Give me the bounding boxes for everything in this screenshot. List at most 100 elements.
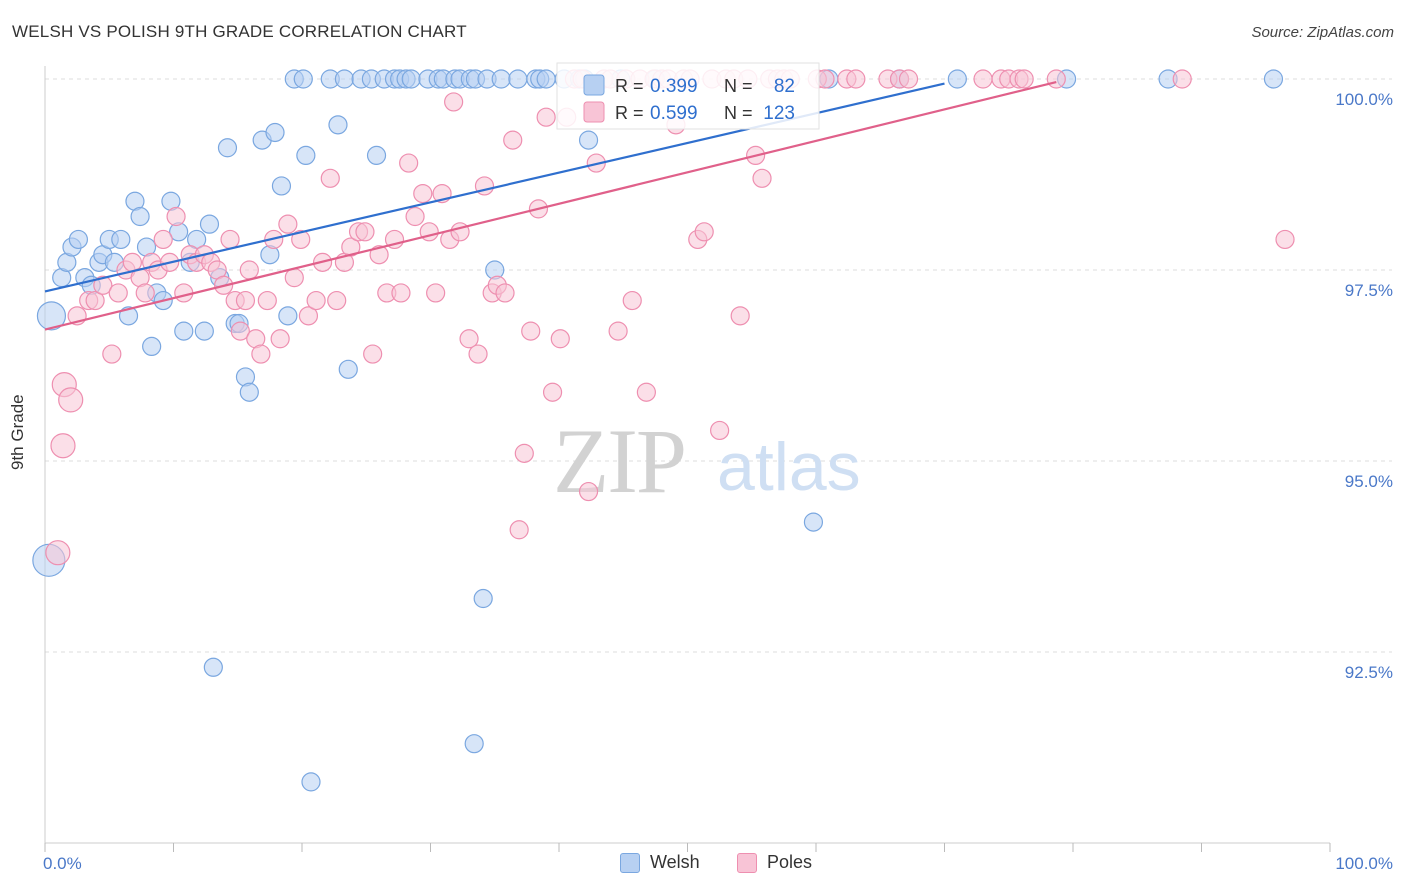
poles-point [391,283,411,303]
poles-point [1014,69,1034,89]
poles-point [495,283,515,303]
legend-item-poles[interactable]: Poles [737,852,812,873]
welsh-point [491,69,511,89]
poles-point [608,321,628,341]
welsh-point [536,69,556,89]
welsh-point [203,657,223,677]
poles-point [93,275,113,295]
poles-point [327,290,347,311]
legend-n-label: N = [724,103,753,123]
poles-point [413,184,433,204]
poles-point [550,329,570,349]
legend-n-value: 82 [774,76,795,97]
legend-r-value: 0.399 [650,76,698,97]
welsh-point [366,145,387,165]
legend-item-welsh[interactable]: Welsh [620,852,700,873]
welsh-point [328,115,348,135]
legend-bottom: Welsh Poles [0,852,1406,878]
poles-point [426,283,446,303]
welsh-point [464,734,484,754]
poles-point [235,290,256,311]
welsh-point [217,138,238,158]
welsh-point [239,382,259,402]
welsh-point [271,176,292,196]
poles-point [399,153,419,173]
poles-point [444,92,464,112]
poles-point [752,168,772,188]
axes [44,66,1331,852]
poles-point [298,306,319,326]
y-tick-label: 92.5% [1345,663,1393,682]
poles-point [166,206,186,227]
welsh-point [947,69,967,89]
welsh-point [265,122,285,143]
poles-point [846,69,866,89]
legend-swatch-poles [737,852,757,873]
poles-point [341,237,361,257]
y-tick-label: 97.5% [1345,281,1393,300]
poles-point [1172,69,1192,89]
welsh-point [130,206,150,227]
x-tick-label: 0.0% [43,854,82,873]
poles-point [459,329,479,349]
poles-point [45,540,71,566]
poles-point [102,344,122,364]
poles-point [578,481,599,502]
poles-point [85,290,105,311]
welsh-point [174,321,194,341]
poles-point [514,443,534,463]
welsh-point [194,321,214,341]
welsh-point [301,772,321,792]
poles-point [405,206,425,227]
legend-swatch [583,101,605,123]
welsh-point [278,306,298,326]
poles-point [257,290,277,311]
poles-point [291,229,311,250]
welsh-point [401,69,421,89]
welsh-point [1263,69,1284,89]
welsh-point [334,69,355,89]
chart-title: WELSH VS POLISH 9TH GRADE CORRELATION CH… [12,22,467,41]
y-tick-label: 95.0% [1345,472,1393,491]
legend-n-label: N = [724,76,753,96]
y-tick-label: 100.0% [1335,90,1393,109]
poles-point [363,344,383,364]
poles-point [730,306,750,326]
poles-point [306,290,326,311]
poles-point [230,321,250,341]
welsh-point [199,214,220,234]
poles-point [636,382,656,402]
poles-point [622,290,642,311]
legend-label-welsh: Welsh [650,852,700,872]
welsh-point [508,69,528,89]
poles-point [108,283,128,303]
welsh-point [338,359,358,379]
poles-point [1046,69,1066,89]
source-label: Source: ZipAtlas.com [1251,24,1394,41]
poles-point [239,260,259,280]
welsh-point [578,130,599,150]
poles-point [521,321,541,341]
poles-point [898,69,919,89]
data-points [32,69,1295,792]
poles-point [710,420,730,441]
poles-point [503,130,523,150]
welsh-point [68,229,89,250]
poles-point [284,268,304,288]
welsh-point [296,145,316,165]
welsh-point [36,301,67,331]
legend-r-value: 0.599 [650,103,698,124]
watermark: ZIP atlas [553,410,861,512]
poles-point [973,69,993,89]
tick-labels: 100.0% 97.5% 95.0% 92.5% 0.0% 100.0% [43,90,1393,873]
poles-point [270,329,290,349]
x-tick-label: 100.0% [1335,854,1393,873]
legend-label-poles: Poles [767,852,813,872]
poles-point [509,520,529,540]
poles-point [320,168,340,188]
welsh-point [473,588,493,609]
welsh-point [803,512,824,532]
poles-point [694,222,714,242]
poles-point [1275,229,1295,250]
poles-point [355,222,375,242]
